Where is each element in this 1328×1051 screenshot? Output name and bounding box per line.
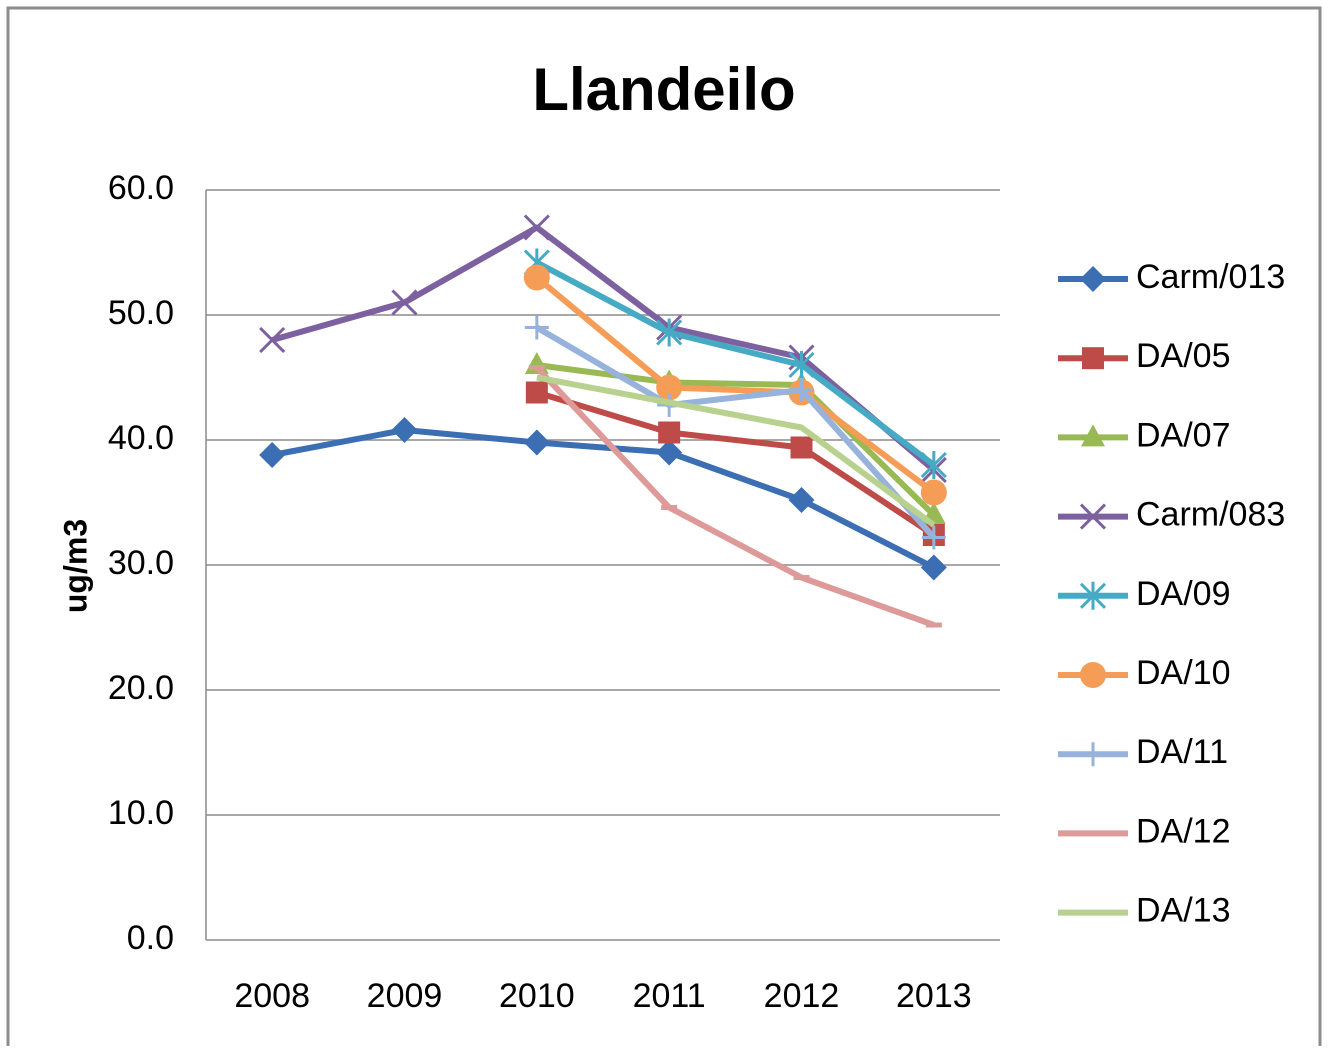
legend-marker	[1082, 347, 1104, 370]
series-line	[534, 365, 935, 628]
series	[536, 374, 936, 528]
legend-entry: Carm/083	[1058, 496, 1285, 534]
legend-marker	[1081, 424, 1105, 447]
y-tick-label: 10.0	[108, 794, 174, 832]
marker	[523, 429, 550, 456]
x-tick-label: 2010	[499, 977, 575, 1015]
legend-label: DA/12	[1136, 812, 1231, 850]
legend-marker	[1079, 581, 1107, 610]
series-line	[271, 224, 936, 473]
legend-marker	[1081, 742, 1105, 767]
marker	[658, 421, 681, 444]
legend-marker	[1080, 266, 1106, 292]
legend-label: Carm/083	[1136, 496, 1285, 534]
series-line	[535, 259, 936, 468]
legend-label: DA/13	[1136, 892, 1231, 930]
x-tick-label: 2008	[234, 977, 310, 1015]
marker	[524, 315, 549, 340]
marker	[920, 451, 947, 479]
series-line	[536, 374, 936, 528]
legend-entry: DA/09	[1058, 575, 1231, 613]
marker	[920, 479, 947, 506]
legend-label: Carm/013	[1136, 258, 1285, 296]
y-axis-label: ug/m3	[57, 519, 93, 613]
series-line	[535, 389, 936, 538]
x-tick-label: 2012	[764, 977, 840, 1015]
series	[524, 315, 946, 550]
legend-label: DA/10	[1136, 654, 1231, 692]
chart-frame	[6, 6, 1322, 1051]
y-tick-label: 40.0	[108, 419, 174, 457]
marker	[656, 374, 683, 401]
marker	[788, 487, 815, 513]
marker	[920, 554, 947, 581]
marker	[790, 436, 813, 459]
chart-title: Llandeilo	[532, 56, 795, 123]
x-tick-label: 2009	[367, 977, 443, 1015]
series	[528, 365, 942, 628]
legend-entry: DA/13	[1058, 892, 1231, 930]
marker	[921, 525, 946, 550]
legend-label: DA/07	[1136, 416, 1231, 454]
series	[525, 381, 945, 546]
marker	[656, 318, 683, 347]
y-tick-label: 20.0	[108, 669, 174, 707]
marker	[523, 264, 550, 291]
legend-entry: DA/12	[1058, 812, 1231, 850]
x-tick-label: 2013	[896, 977, 972, 1015]
series-line	[534, 275, 936, 495]
legend-label: DA/05	[1136, 337, 1231, 375]
series-line	[535, 324, 937, 540]
legend-marker	[1079, 503, 1107, 530]
series-line	[271, 427, 936, 571]
legend-entry: DA/07	[1058, 416, 1231, 454]
marker	[789, 378, 814, 402]
legend-label: DA/09	[1136, 575, 1231, 613]
y-tick-label: 60.0	[108, 169, 174, 207]
marker	[525, 381, 548, 404]
marker	[523, 214, 550, 241]
legend-entry: DA/10	[1058, 654, 1231, 692]
y-tick-label: 30.0	[108, 544, 174, 582]
marker	[259, 326, 286, 354]
legend-marker	[1080, 662, 1106, 688]
marker	[788, 351, 815, 379]
marker	[391, 289, 418, 316]
marker	[259, 442, 286, 468]
y-tick-label: 50.0	[108, 294, 174, 332]
marker	[656, 439, 683, 466]
legend-label: DA/11	[1136, 733, 1228, 771]
legend-entry: DA/05	[1058, 337, 1231, 375]
series	[523, 264, 947, 506]
marker	[391, 417, 418, 443]
series	[259, 417, 947, 581]
y-tick-label: 0.0	[127, 919, 174, 957]
series-line	[536, 362, 936, 518]
legend-entry: DA/11	[1058, 733, 1228, 771]
legend-entry: Carm/013	[1058, 258, 1285, 296]
x-tick-label: 2011	[633, 977, 706, 1015]
